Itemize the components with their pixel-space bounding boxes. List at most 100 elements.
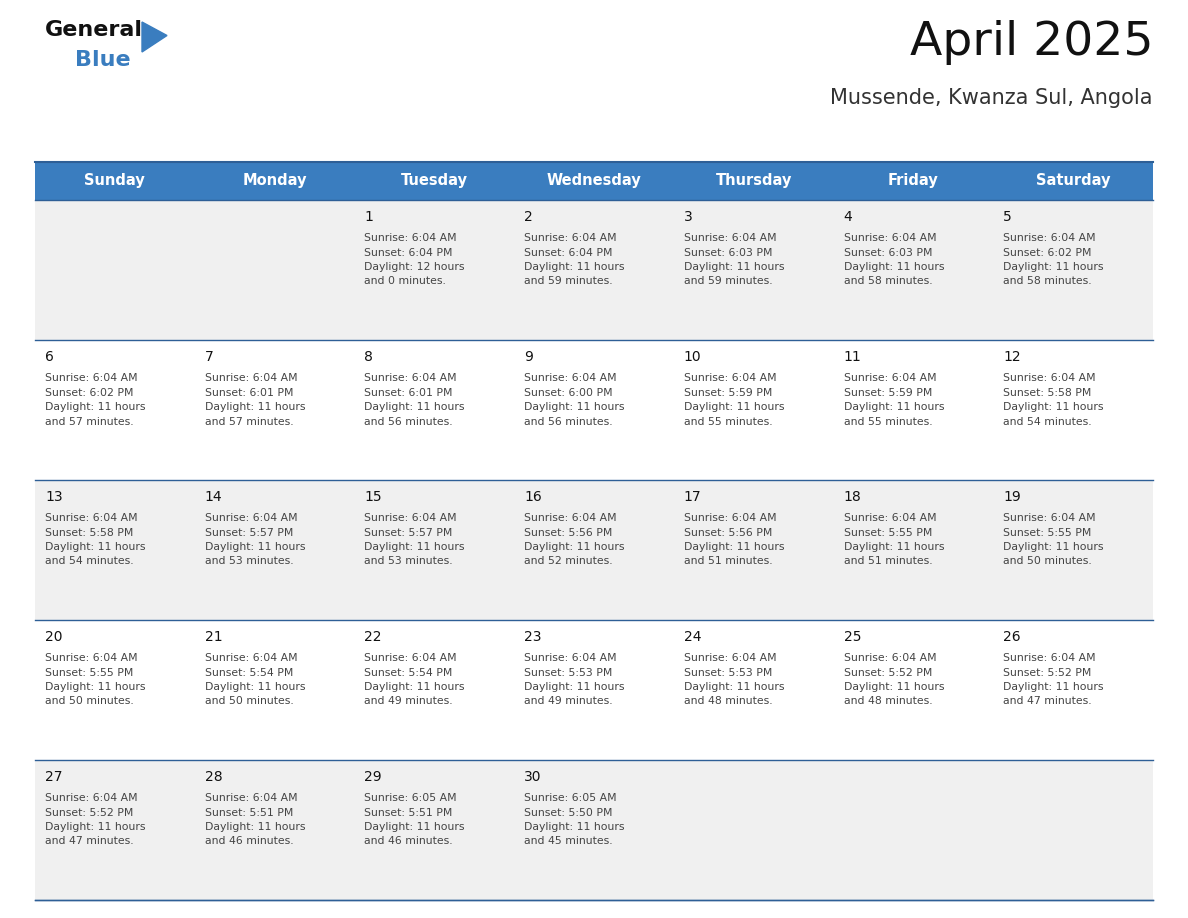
Text: 3: 3 — [684, 210, 693, 224]
Text: Sunrise: 6:04 AM: Sunrise: 6:04 AM — [684, 233, 777, 243]
Text: Sunset: 5:59 PM: Sunset: 5:59 PM — [843, 387, 931, 397]
Text: 4: 4 — [843, 210, 852, 224]
Text: 24: 24 — [684, 630, 701, 644]
Text: and 46 minutes.: and 46 minutes. — [365, 836, 453, 846]
Text: 26: 26 — [1004, 630, 1020, 644]
Text: 12: 12 — [1004, 350, 1020, 364]
Text: and 55 minutes.: and 55 minutes. — [684, 417, 772, 427]
Bar — [34, 760, 195, 900]
Text: Sunrise: 6:04 AM: Sunrise: 6:04 AM — [45, 793, 138, 803]
Text: and 0 minutes.: and 0 minutes. — [365, 276, 447, 286]
Text: Daylight: 11 hours: Daylight: 11 hours — [1004, 542, 1104, 552]
Text: and 56 minutes.: and 56 minutes. — [524, 417, 613, 427]
Text: Sunset: 6:01 PM: Sunset: 6:01 PM — [204, 387, 293, 397]
Text: Daylight: 11 hours: Daylight: 11 hours — [1004, 262, 1104, 272]
Text: and 57 minutes.: and 57 minutes. — [45, 417, 133, 427]
Bar — [993, 480, 1154, 620]
Text: 11: 11 — [843, 350, 861, 364]
Bar — [34, 200, 195, 340]
Text: 8: 8 — [365, 350, 373, 364]
Text: and 52 minutes.: and 52 minutes. — [524, 556, 613, 566]
Text: Sunset: 5:58 PM: Sunset: 5:58 PM — [45, 528, 133, 538]
Text: and 53 minutes.: and 53 minutes. — [365, 556, 453, 566]
Text: Sunrise: 6:04 AM: Sunrise: 6:04 AM — [1004, 513, 1095, 523]
Text: General: General — [45, 20, 143, 40]
Bar — [195, 340, 354, 480]
Text: Mussende, Kwanza Sul, Angola: Mussende, Kwanza Sul, Angola — [830, 88, 1154, 108]
Text: Daylight: 11 hours: Daylight: 11 hours — [684, 402, 784, 412]
Text: 21: 21 — [204, 630, 222, 644]
Bar — [354, 340, 514, 480]
Text: Sunrise: 6:04 AM: Sunrise: 6:04 AM — [684, 373, 777, 383]
Text: Sunrise: 6:04 AM: Sunrise: 6:04 AM — [45, 653, 138, 663]
Text: and 48 minutes.: and 48 minutes. — [843, 697, 933, 707]
Bar — [514, 200, 674, 340]
Bar — [993, 162, 1154, 200]
Text: Sunrise: 6:04 AM: Sunrise: 6:04 AM — [524, 513, 617, 523]
Text: Daylight: 11 hours: Daylight: 11 hours — [1004, 682, 1104, 692]
Text: Daylight: 11 hours: Daylight: 11 hours — [365, 822, 465, 832]
Text: Sunset: 5:55 PM: Sunset: 5:55 PM — [843, 528, 931, 538]
Text: Sunset: 6:04 PM: Sunset: 6:04 PM — [524, 248, 613, 258]
Text: and 49 minutes.: and 49 minutes. — [524, 697, 613, 707]
Text: Wednesday: Wednesday — [546, 174, 642, 188]
Text: Sunset: 6:04 PM: Sunset: 6:04 PM — [365, 248, 453, 258]
Text: and 50 minutes.: and 50 minutes. — [1004, 556, 1092, 566]
Text: Sunset: 5:56 PM: Sunset: 5:56 PM — [684, 528, 772, 538]
Bar — [674, 340, 834, 480]
Bar — [674, 162, 834, 200]
Bar — [674, 620, 834, 760]
Text: Sunrise: 6:04 AM: Sunrise: 6:04 AM — [524, 373, 617, 383]
Text: Sunset: 5:52 PM: Sunset: 5:52 PM — [843, 667, 931, 677]
Text: Daylight: 12 hours: Daylight: 12 hours — [365, 262, 465, 272]
Text: and 51 minutes.: and 51 minutes. — [684, 556, 772, 566]
Text: Daylight: 11 hours: Daylight: 11 hours — [524, 822, 625, 832]
Text: Sunset: 6:03 PM: Sunset: 6:03 PM — [843, 248, 933, 258]
Bar — [195, 760, 354, 900]
Text: Sunset: 5:59 PM: Sunset: 5:59 PM — [684, 387, 772, 397]
Bar — [834, 480, 993, 620]
Bar — [514, 340, 674, 480]
Text: Sunset: 5:51 PM: Sunset: 5:51 PM — [365, 808, 453, 818]
Text: and 54 minutes.: and 54 minutes. — [45, 556, 133, 566]
Bar — [674, 760, 834, 900]
Text: Sunrise: 6:05 AM: Sunrise: 6:05 AM — [524, 793, 617, 803]
Text: Sunrise: 6:04 AM: Sunrise: 6:04 AM — [524, 233, 617, 243]
Text: Sunrise: 6:04 AM: Sunrise: 6:04 AM — [524, 653, 617, 663]
Bar — [514, 162, 674, 200]
Text: Sunrise: 6:04 AM: Sunrise: 6:04 AM — [684, 653, 777, 663]
Polygon shape — [143, 22, 168, 52]
Text: Sunset: 5:58 PM: Sunset: 5:58 PM — [1004, 387, 1092, 397]
Text: and 49 minutes.: and 49 minutes. — [365, 697, 453, 707]
Text: and 57 minutes.: and 57 minutes. — [204, 417, 293, 427]
Text: and 54 minutes.: and 54 minutes. — [1004, 417, 1092, 427]
Text: Daylight: 11 hours: Daylight: 11 hours — [684, 682, 784, 692]
Text: Daylight: 11 hours: Daylight: 11 hours — [524, 542, 625, 552]
Text: Daylight: 11 hours: Daylight: 11 hours — [45, 822, 145, 832]
Text: Daylight: 11 hours: Daylight: 11 hours — [365, 542, 465, 552]
Text: Sunset: 5:55 PM: Sunset: 5:55 PM — [45, 667, 133, 677]
Text: and 50 minutes.: and 50 minutes. — [45, 697, 134, 707]
Bar — [34, 620, 195, 760]
Text: Sunset: 5:55 PM: Sunset: 5:55 PM — [1004, 528, 1092, 538]
Text: Daylight: 11 hours: Daylight: 11 hours — [524, 262, 625, 272]
Bar — [993, 620, 1154, 760]
Text: and 59 minutes.: and 59 minutes. — [684, 276, 772, 286]
Bar — [993, 340, 1154, 480]
Text: Sunrise: 6:04 AM: Sunrise: 6:04 AM — [204, 653, 297, 663]
Bar — [195, 620, 354, 760]
Text: and 53 minutes.: and 53 minutes. — [204, 556, 293, 566]
Text: and 46 minutes.: and 46 minutes. — [204, 836, 293, 846]
Text: 27: 27 — [45, 770, 63, 784]
Text: Sunset: 6:00 PM: Sunset: 6:00 PM — [524, 387, 613, 397]
Text: Daylight: 11 hours: Daylight: 11 hours — [204, 542, 305, 552]
Text: Daylight: 11 hours: Daylight: 11 hours — [45, 542, 145, 552]
Text: Daylight: 11 hours: Daylight: 11 hours — [365, 402, 465, 412]
Text: 7: 7 — [204, 350, 214, 364]
Text: Daylight: 11 hours: Daylight: 11 hours — [684, 262, 784, 272]
Text: 17: 17 — [684, 490, 701, 504]
Text: and 48 minutes.: and 48 minutes. — [684, 697, 772, 707]
Text: Sunset: 6:01 PM: Sunset: 6:01 PM — [365, 387, 453, 397]
Text: Sunrise: 6:04 AM: Sunrise: 6:04 AM — [843, 513, 936, 523]
Bar — [674, 480, 834, 620]
